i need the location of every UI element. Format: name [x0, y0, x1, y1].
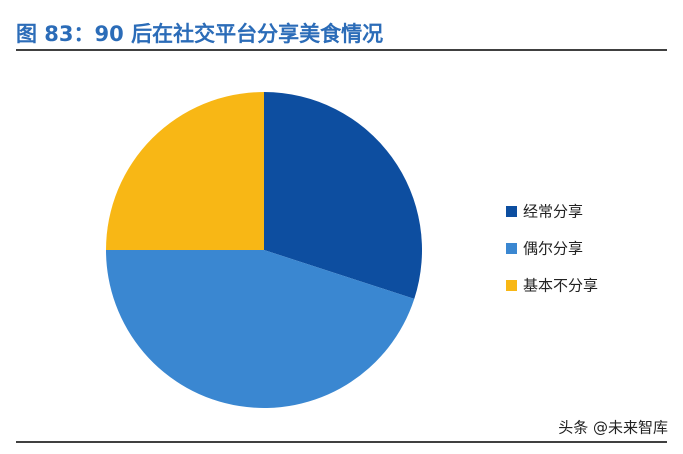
legend-label: 偶尔分享 — [523, 240, 583, 258]
legend-swatch — [506, 206, 517, 217]
legend-swatch — [506, 280, 517, 291]
pie-slice — [264, 92, 422, 299]
legend-label: 基本不分享 — [523, 277, 598, 295]
legend-label: 经常分享 — [523, 203, 583, 221]
pie-slice — [106, 250, 415, 409]
legend-swatch — [506, 243, 517, 254]
chart-title: 图 83：90 后在社交平台分享美食情况 — [16, 22, 383, 46]
watermark: 头条 @未来智库 — [558, 419, 668, 437]
pie-slice — [106, 92, 264, 250]
